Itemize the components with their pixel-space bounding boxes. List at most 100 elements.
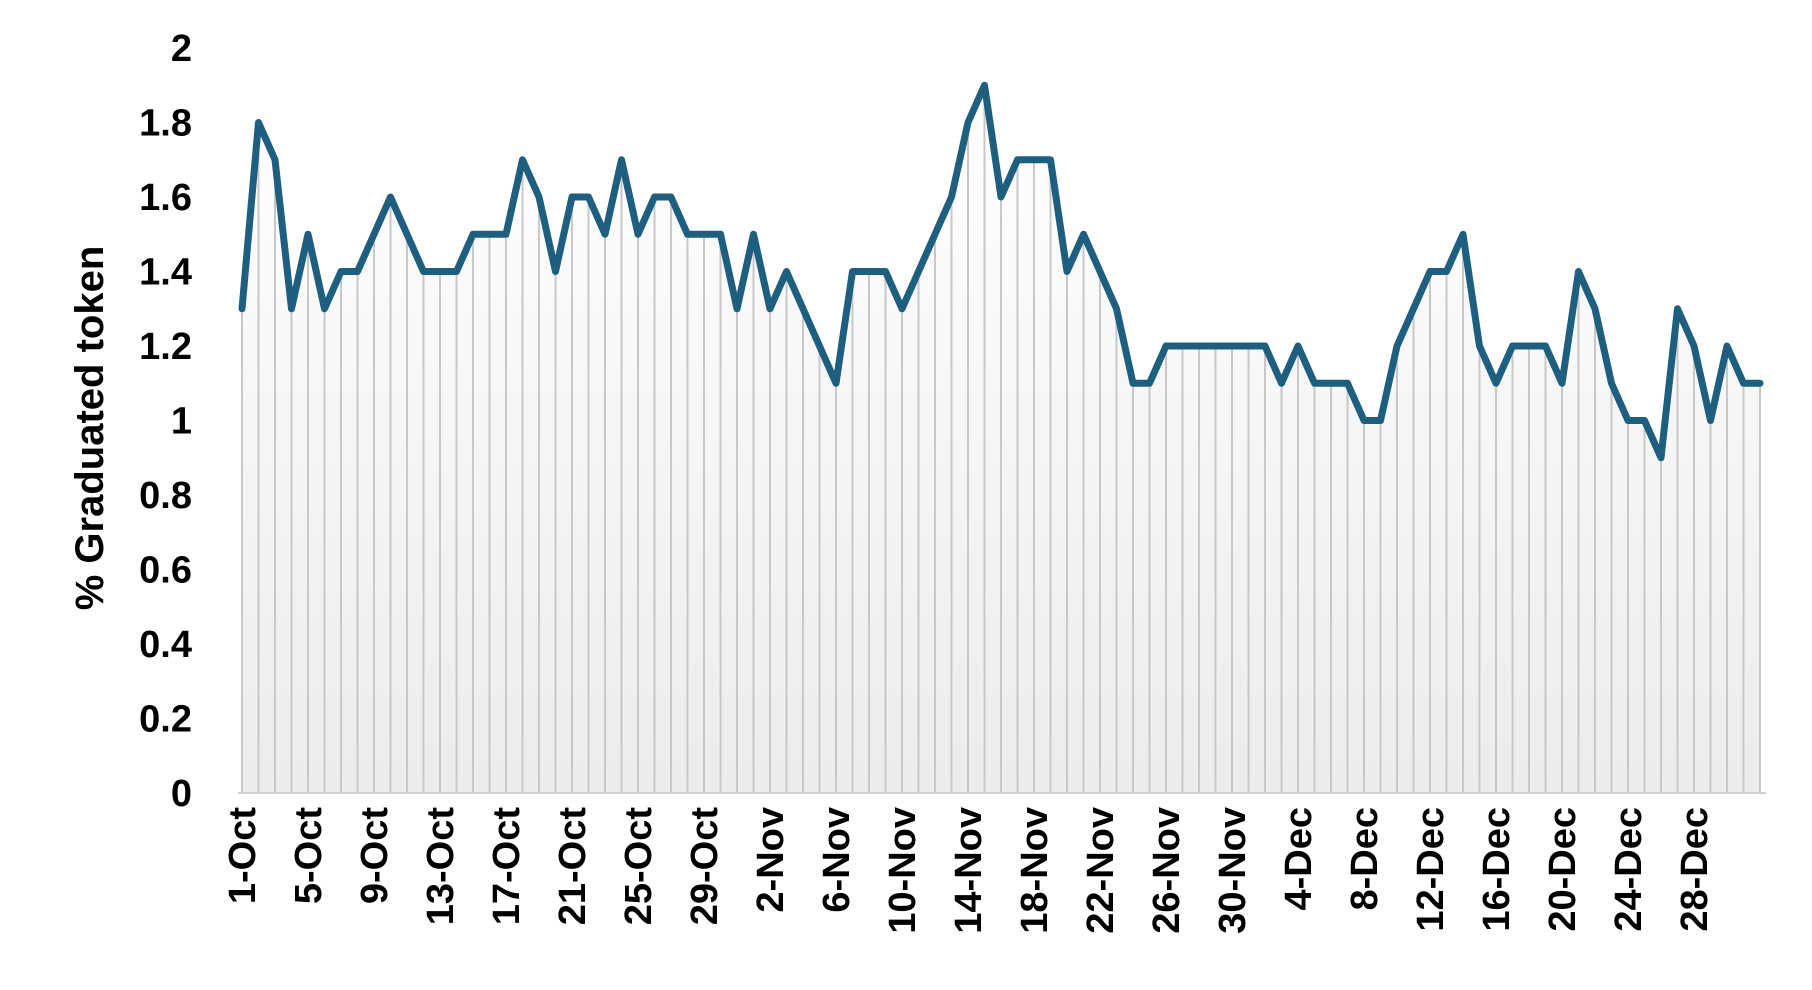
data-point bbox=[734, 306, 740, 312]
y-axis: 0 0.2 0.4 0.6 0.8 1 1.2 1.4 1.6 1.8 2 bbox=[139, 28, 192, 815]
data-point bbox=[1196, 343, 1202, 349]
y-tick-label: 1 bbox=[171, 401, 192, 443]
x-tick-label: 20-Dec bbox=[1542, 807, 1584, 932]
data-point bbox=[965, 120, 971, 126]
data-point bbox=[619, 157, 625, 163]
data-point bbox=[1757, 380, 1763, 386]
data-point bbox=[718, 231, 724, 237]
data-point bbox=[1081, 231, 1087, 237]
y-tick-label: 2 bbox=[171, 28, 192, 70]
data-point bbox=[998, 194, 1004, 200]
x-tick-label: 22-Nov bbox=[1080, 807, 1122, 934]
data-point bbox=[1064, 269, 1070, 275]
x-tick-label: 30-Nov bbox=[1212, 807, 1254, 934]
x-tick-label: 6-Nov bbox=[816, 807, 858, 913]
data-point bbox=[899, 306, 905, 312]
data-point bbox=[1625, 418, 1631, 424]
data-point bbox=[1411, 306, 1417, 312]
data-point bbox=[916, 269, 922, 275]
x-tick-label: 14-Nov bbox=[948, 807, 990, 934]
data-point bbox=[272, 157, 278, 163]
y-tick-label: 0.4 bbox=[139, 624, 192, 666]
y-tick-label: 1.2 bbox=[139, 326, 192, 368]
x-tick-label: 10-Nov bbox=[882, 807, 924, 934]
data-point bbox=[1642, 418, 1648, 424]
data-point bbox=[1048, 157, 1054, 163]
data-point bbox=[305, 231, 311, 237]
drop-lines bbox=[241, 85, 1761, 793]
data-point bbox=[1460, 231, 1466, 237]
data-point bbox=[1328, 380, 1334, 386]
data-point bbox=[1213, 343, 1219, 349]
data-point bbox=[602, 231, 608, 237]
x-tick-label: 2-Nov bbox=[750, 807, 792, 913]
x-tick-label: 1-Oct bbox=[222, 807, 264, 904]
data-point bbox=[751, 231, 757, 237]
data-point bbox=[1559, 380, 1565, 386]
data-point bbox=[1031, 157, 1037, 163]
x-tick-label: 29-Oct bbox=[684, 807, 726, 926]
data-point bbox=[371, 231, 377, 237]
x-tick-label: 13-Oct bbox=[420, 807, 462, 926]
data-point bbox=[1658, 455, 1664, 461]
data-point bbox=[322, 306, 328, 312]
y-tick-label: 0.2 bbox=[139, 699, 192, 741]
data-point bbox=[932, 231, 938, 237]
data-point bbox=[1378, 418, 1384, 424]
data-point bbox=[767, 306, 773, 312]
data-point bbox=[289, 306, 295, 312]
y-tick-label: 0 bbox=[171, 773, 192, 815]
y-tick-label: 1.6 bbox=[139, 177, 192, 219]
data-point bbox=[487, 231, 493, 237]
x-tick-label: 18-Nov bbox=[1014, 807, 1056, 934]
data-point bbox=[520, 157, 526, 163]
data-point bbox=[388, 194, 394, 200]
data-point bbox=[883, 269, 889, 275]
x-tick-label: 17-Oct bbox=[486, 807, 528, 926]
data-point bbox=[1477, 343, 1483, 349]
data-point bbox=[982, 82, 988, 88]
data-point bbox=[635, 231, 641, 237]
data-point bbox=[1312, 380, 1318, 386]
data-point bbox=[355, 269, 361, 275]
data-point bbox=[536, 194, 542, 200]
data-point bbox=[1163, 343, 1169, 349]
data-point bbox=[1427, 269, 1433, 275]
data-point bbox=[338, 269, 344, 275]
data-point bbox=[1229, 343, 1235, 349]
data-point bbox=[586, 194, 592, 200]
data-point bbox=[553, 269, 559, 275]
data-point bbox=[1675, 306, 1681, 312]
x-tick-label: 12-Dec bbox=[1410, 807, 1452, 932]
data-point bbox=[404, 231, 410, 237]
data-point bbox=[1180, 343, 1186, 349]
data-point bbox=[1262, 343, 1268, 349]
data-point bbox=[470, 231, 476, 237]
x-tick-label: 26-Nov bbox=[1146, 807, 1188, 934]
x-tick-label: 8-Dec bbox=[1344, 807, 1386, 911]
data-point bbox=[1345, 380, 1351, 386]
data-point bbox=[1724, 343, 1730, 349]
y-tick-label: 0.6 bbox=[139, 550, 192, 592]
data-point bbox=[1394, 343, 1400, 349]
data-point bbox=[437, 269, 443, 275]
data-point bbox=[1361, 418, 1367, 424]
x-tick-label: 5-Oct bbox=[288, 807, 330, 904]
data-point bbox=[949, 194, 955, 200]
data-point bbox=[833, 380, 839, 386]
data-point bbox=[1510, 343, 1516, 349]
data-point bbox=[421, 269, 427, 275]
x-tick-label: 21-Oct bbox=[552, 807, 594, 926]
data-point bbox=[1543, 343, 1549, 349]
data-point bbox=[1609, 380, 1615, 386]
x-axis: 1-Oct 5-Oct 9-Oct 13-Oct 17-Oct 21-Oct 25-Oct 2… bbox=[222, 792, 1766, 934]
y-tick-label: 0.8 bbox=[139, 475, 192, 517]
data-point bbox=[817, 343, 823, 349]
data-point bbox=[800, 306, 806, 312]
x-tick-label: 16-Dec bbox=[1476, 807, 1518, 932]
data-point bbox=[685, 231, 691, 237]
x-tick-label: 24-Dec bbox=[1608, 807, 1650, 932]
data-point bbox=[1444, 269, 1450, 275]
data-point bbox=[503, 231, 509, 237]
